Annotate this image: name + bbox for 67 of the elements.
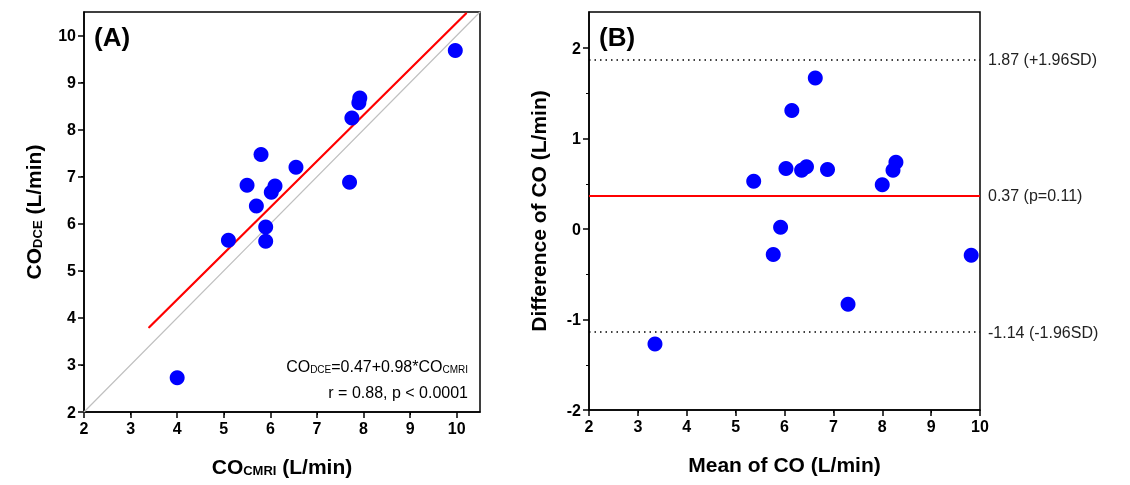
y-tick-label: 4 [67,309,77,327]
y-tick-label: 8 [67,121,77,139]
point [888,154,904,170]
point [344,110,360,126]
ref-line-label: 0.37 (p=0.11) [988,187,1083,205]
point [169,370,185,386]
x-tick-label: 7 [828,417,838,435]
x-tick-label: 6 [265,419,275,437]
point [288,159,304,175]
x-tick-label: 10 [447,419,466,437]
point [784,103,800,119]
ref-line-label: 1.87 (+1.96SD) [988,51,1097,69]
x-tick-label: 8 [877,417,887,435]
annotation: CODCE=0.47+0.98*COCMRI [286,357,469,375]
point [874,177,890,193]
point [807,70,823,86]
x-tick-label: 5 [731,417,741,435]
x-tick-label: 5 [219,419,229,437]
y-tick-label: 0 [572,220,582,238]
x-axis-title: COCMRI (L/min) [211,455,353,478]
ref-line-label: -1.14 (-1.96SD) [988,323,1099,341]
y-tick-label: 10 [58,27,77,45]
y-tick-label: 7 [67,168,77,186]
x-tick-label: 10 [971,417,989,435]
point [258,233,274,249]
point [220,232,236,248]
y-tick-label: 6 [67,215,77,233]
x-tick-label: 7 [312,419,322,437]
x-tick-label: 3 [633,417,643,435]
y-tick-label: 1 [572,130,582,148]
x-tick-label: 3 [126,419,136,437]
x-tick-label: 9 [926,417,936,435]
annotation: r = 0.88, p < 0.0001 [328,383,469,401]
point [778,160,794,176]
annotation: (A) [94,22,131,52]
point [267,178,283,194]
point [820,161,836,177]
x-tick-label: 4 [682,417,692,435]
point [342,174,358,190]
point [799,159,814,175]
point [258,219,274,235]
point [248,198,264,214]
x-axis-title: Mean of CO (L/min) [688,453,881,476]
y-axis-title: Difference of CO (L/min) [527,90,550,332]
x-tick-label: 2 [584,417,594,435]
point [746,173,762,189]
x-tick-label: 4 [172,419,182,437]
y-tick-label: 5 [67,262,77,280]
x-tick-label: 9 [405,419,415,437]
y-tick-label: 3 [67,356,77,374]
point [963,247,979,263]
annotation: (B) [599,22,636,52]
point [773,219,789,235]
point [253,147,269,163]
x-tick-label: 8 [359,419,369,437]
point [239,177,255,193]
y-tick-label: -1 [566,311,582,329]
y-tick-label: 2 [67,403,77,421]
point [840,296,856,312]
x-tick-label: 2 [79,419,89,437]
y-tick-label: -2 [566,401,582,419]
y-tick-label: 9 [67,74,77,92]
x-tick-label: 6 [780,417,790,435]
point [447,43,463,59]
point [765,246,781,262]
point [647,336,663,352]
y-tick-label: 2 [572,39,582,57]
